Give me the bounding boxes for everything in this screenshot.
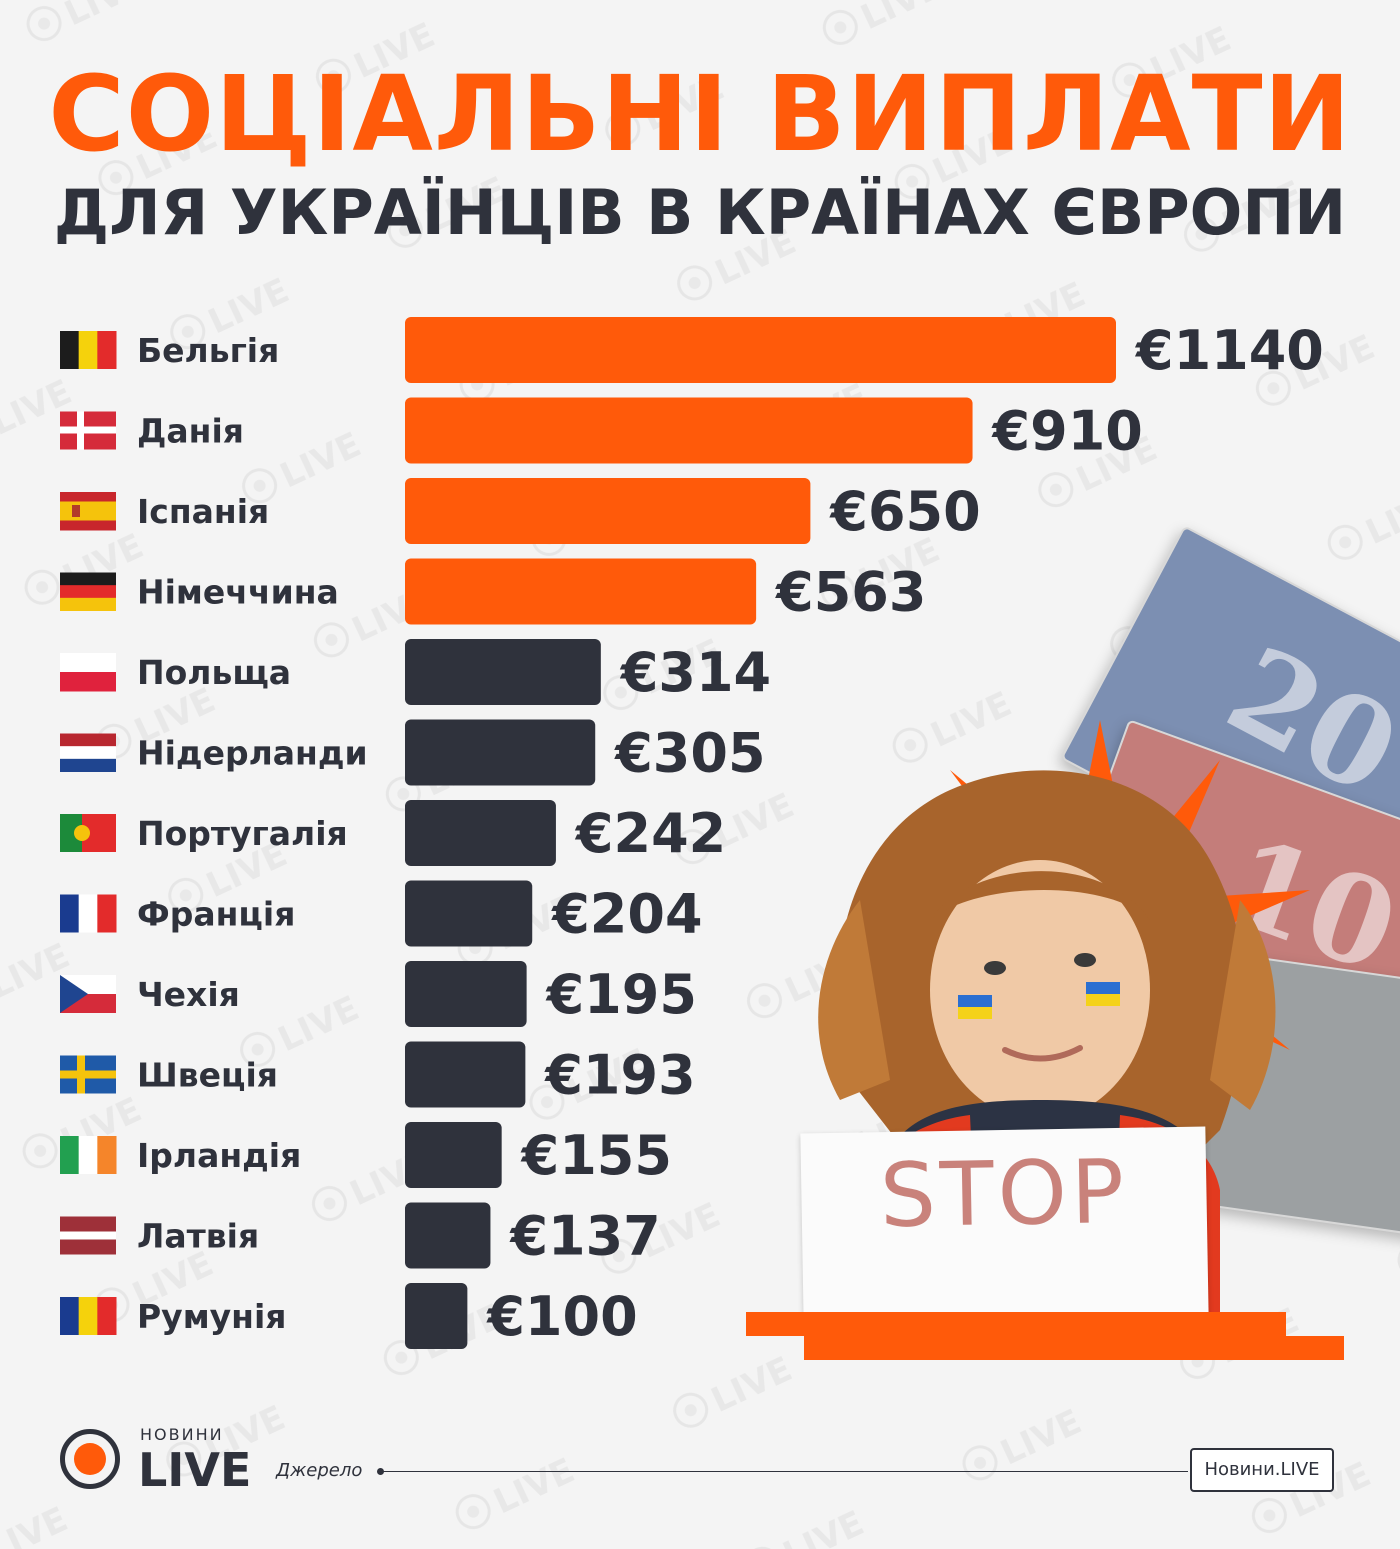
value-label: €100: [485, 1285, 637, 1348]
bar: [405, 478, 811, 544]
value-label: €155: [520, 1124, 672, 1187]
poland-flag-icon: [60, 653, 116, 692]
bar: [405, 961, 527, 1027]
bar: [405, 800, 556, 866]
value-label: €563: [774, 561, 926, 624]
bar: [405, 1283, 468, 1349]
country-label: Іспанія: [137, 492, 269, 531]
bar: [405, 1202, 491, 1269]
value-label: €305: [613, 722, 765, 785]
spain-flag-icon: [60, 492, 116, 531]
country-label: Латвія: [137, 1217, 259, 1256]
country-label: Румунія: [137, 1297, 286, 1336]
accent-stripe: [804, 1336, 1344, 1360]
chart-subtitle: ДЛЯ УКРАЇНЦІВ В КРАЇНАХ ЄВРОПИ: [53, 176, 1347, 249]
photo-collage: 20 10 STOP: [740, 525, 1400, 1370]
portugal-flag-icon: [60, 814, 116, 852]
value-label: €195: [545, 963, 697, 1026]
bar: [405, 1041, 526, 1108]
bar-chart: Бельгія €1140 Данія €910 Іспанія €650 Німеччин…: [60, 317, 1324, 1349]
country-label: Ірландія: [137, 1136, 301, 1175]
denmark-flag-icon: [60, 411, 116, 450]
country-label: Нідерланди: [137, 734, 368, 773]
source-value: Новини.LIVE: [1190, 1448, 1334, 1492]
country-label: Португалія: [137, 814, 348, 853]
country-label: Німеччина: [137, 573, 339, 612]
accent-stripe: [746, 1312, 1286, 1336]
belgium-flag-icon: [60, 331, 117, 369]
country-label: Франція: [137, 895, 295, 934]
country-label: Чехія: [137, 975, 240, 1014]
source-line: [380, 1471, 1188, 1472]
logo-small-text: НОВИНИ: [140, 1425, 224, 1444]
value-label: €204: [550, 883, 702, 946]
bar: [405, 880, 533, 947]
value-label: €193: [543, 1044, 695, 1107]
country-label: Бельгія: [137, 331, 279, 370]
sweden-flag-icon: [60, 1055, 116, 1094]
logo-dot-icon: [74, 1443, 106, 1475]
bar: [405, 317, 1116, 383]
logo-big-text: LIVE: [138, 1443, 252, 1497]
country-label: Швеція: [137, 1056, 278, 1095]
czechia-flag-icon: [60, 975, 116, 1013]
netherlands-flag-icon: [60, 733, 116, 772]
value-label: €137: [508, 1205, 660, 1268]
country-label: Данія: [137, 412, 244, 451]
bar: [405, 558, 757, 625]
logo-circle-icon: [60, 1429, 120, 1489]
romania-flag-icon: [60, 1297, 117, 1335]
bar: [405, 719, 596, 786]
source-label: Джерело: [276, 1460, 363, 1481]
novyny-live-logo: НОВИНИ LIVE: [60, 1425, 270, 1515]
value-label: €650: [828, 480, 980, 543]
bar: [405, 1122, 502, 1188]
value-label: €910: [991, 400, 1143, 463]
value-label: €314: [619, 641, 771, 704]
germany-flag-icon: [60, 572, 116, 611]
country-label: Польща: [137, 653, 291, 692]
bar: [405, 397, 973, 464]
bar: [405, 639, 601, 705]
france-flag-icon: [60, 894, 117, 933]
latvia-flag-icon: [60, 1216, 116, 1255]
chart-title: СОЦІАЛЬНІ ВИПЛАТИ: [48, 53, 1352, 175]
value-label: €1140: [1134, 319, 1324, 382]
ireland-flag-icon: [60, 1136, 117, 1174]
value-label: €242: [574, 802, 726, 865]
